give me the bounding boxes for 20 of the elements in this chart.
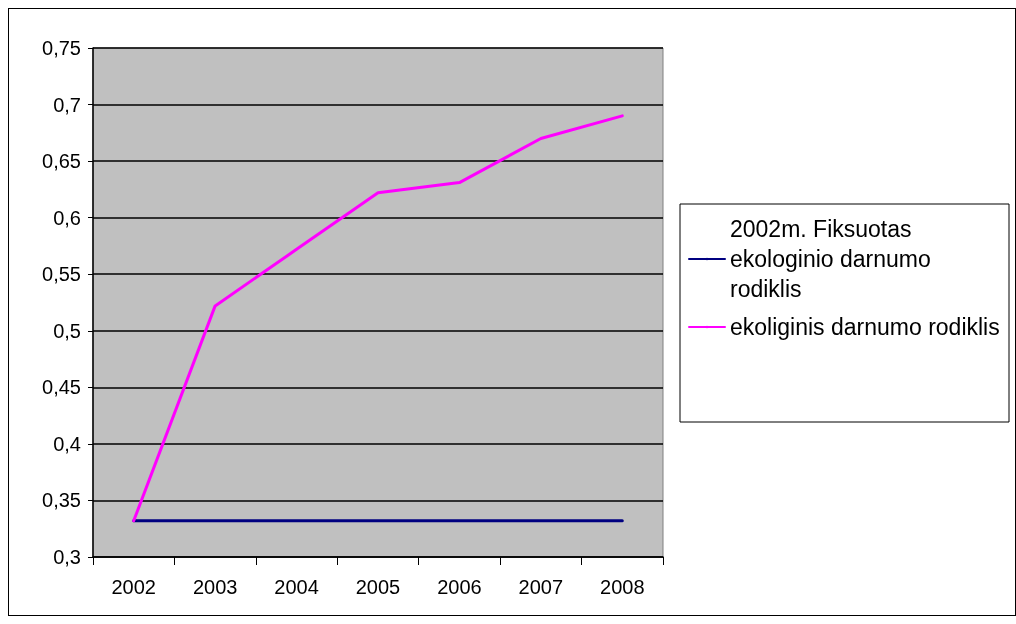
legend-label: 2002m. Fiksuotas ekologinio darnumo rodiklis bbox=[730, 216, 938, 302]
y-tick-label: 0,5 bbox=[53, 319, 81, 342]
x-tick-label: 2005 bbox=[355, 576, 401, 598]
legend-label: ekoliginis darnumo rodiklis bbox=[730, 314, 1000, 340]
x-tick-label: 2006 bbox=[437, 576, 482, 598]
x-tick-label: 2007 bbox=[518, 576, 564, 598]
y-tick-label: 0,7 bbox=[53, 93, 81, 116]
x-tick-label: 2008 bbox=[600, 576, 645, 598]
y-tick-label: 0,55 bbox=[42, 263, 81, 286]
y-tick-label: 0,6 bbox=[53, 206, 81, 229]
y-tick-label: 0,3 bbox=[53, 546, 81, 568]
x-tick-label: 2002 bbox=[111, 576, 156, 598]
x-tick-label: 2004 bbox=[274, 576, 319, 598]
line-series bbox=[132, 114, 624, 523]
y-tick-label: 0,4 bbox=[53, 432, 81, 455]
y-tick-label: 0,65 bbox=[42, 150, 81, 173]
y-tick-label: 0,75 bbox=[42, 37, 81, 59]
x-tick-label: 2003 bbox=[192, 576, 238, 598]
y-tick-label: 0,35 bbox=[42, 489, 81, 512]
y-tick-label: 0,45 bbox=[42, 376, 81, 399]
